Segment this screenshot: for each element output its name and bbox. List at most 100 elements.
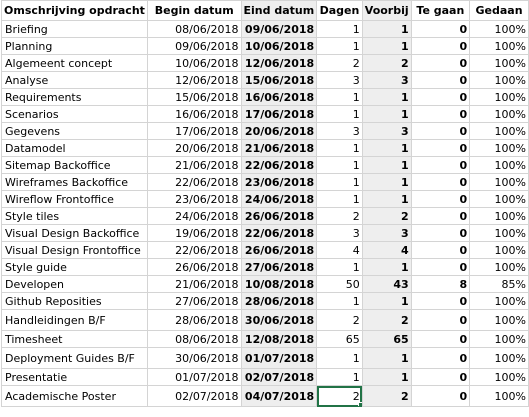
cell-to-go[interactable]: 0 [410, 37, 471, 55]
cell-begin-date[interactable]: 01/07/2018 [146, 368, 242, 386]
cell-past[interactable]: 43 [361, 275, 412, 293]
cell-end-date[interactable]: 10/06/2018 [240, 37, 318, 55]
cell-past[interactable]: 1 [361, 173, 412, 191]
column-header-past[interactable]: Voorbij [361, 0, 412, 21]
cell-to-go[interactable]: 0 [410, 88, 471, 106]
cell-begin-date[interactable]: 08/06/2018 [146, 330, 242, 348]
cell-task[interactable]: Timesheet [1, 330, 148, 348]
cell-past[interactable]: 1 [361, 292, 412, 310]
cell-end-date[interactable]: 02/07/2018 [240, 368, 318, 386]
cell-to-go[interactable]: 0 [410, 207, 471, 225]
cell-days[interactable]: 1 [316, 258, 363, 276]
cell-past[interactable]: 1 [361, 347, 412, 369]
cell-past[interactable]: 2 [361, 309, 412, 331]
column-header-end-date[interactable]: Eind datum [240, 0, 318, 21]
cell-days[interactable]: 1 [316, 139, 363, 157]
cell-days[interactable]: 1 [316, 190, 363, 208]
cell-task[interactable]: Requirements [1, 88, 148, 106]
cell-end-date[interactable]: 15/06/2018 [240, 71, 318, 89]
cell-past[interactable]: 2 [361, 385, 412, 407]
cell-done[interactable]: 100% [469, 368, 529, 386]
cell-end-date[interactable]: 26/06/2018 [240, 207, 318, 225]
cell-days[interactable]: 65 [316, 330, 363, 348]
cell-task[interactable]: Visual Design Backoffice [1, 224, 148, 242]
cell-begin-date[interactable]: 26/06/2018 [146, 258, 242, 276]
cell-begin-date[interactable]: 09/06/2018 [146, 37, 242, 55]
cell-end-date[interactable]: 30/06/2018 [240, 309, 318, 331]
column-header-days[interactable]: Dagen [316, 0, 363, 21]
cell-task[interactable]: Presentatie [1, 368, 148, 386]
cell-end-date[interactable]: 01/07/2018 [240, 347, 318, 369]
cell-end-date[interactable]: 24/06/2018 [240, 190, 318, 208]
cell-done[interactable]: 100% [469, 207, 529, 225]
cell-begin-date[interactable]: 22/06/2018 [146, 173, 242, 191]
cell-task[interactable]: Github Reposities [1, 292, 148, 310]
cell-days[interactable]: 50 [316, 275, 363, 293]
cell-task[interactable]: Sitemap Backoffice [1, 156, 148, 174]
cell-past[interactable]: 4 [361, 241, 412, 259]
cell-task[interactable]: Visual Design Frontoffice [1, 241, 148, 259]
cell-to-go[interactable]: 0 [410, 368, 471, 386]
cell-begin-date[interactable]: 23/06/2018 [146, 190, 242, 208]
cell-task[interactable]: Scenarios [1, 105, 148, 123]
cell-to-go[interactable]: 0 [410, 385, 471, 407]
cell-task[interactable]: Academische Poster [1, 385, 148, 407]
cell-past[interactable]: 3 [361, 71, 412, 89]
cell-end-date[interactable]: 23/06/2018 [240, 173, 318, 191]
cell-task[interactable]: Briefing [1, 20, 148, 38]
cell-begin-date[interactable]: 19/06/2018 [146, 224, 242, 242]
cell-done[interactable]: 100% [469, 139, 529, 157]
cell-done[interactable]: 100% [469, 37, 529, 55]
cell-to-go[interactable]: 0 [410, 224, 471, 242]
cell-to-go[interactable]: 0 [410, 71, 471, 89]
cell-done[interactable]: 100% [469, 347, 529, 369]
cell-done[interactable]: 100% [469, 330, 529, 348]
cell-begin-date[interactable]: 30/06/2018 [146, 347, 242, 369]
cell-done[interactable]: 100% [469, 224, 529, 242]
cell-done[interactable]: 100% [469, 292, 529, 310]
cell-days[interactable]: 1 [316, 105, 363, 123]
cell-past[interactable]: 1 [361, 105, 412, 123]
cell-done[interactable]: 100% [469, 385, 529, 407]
column-header-task[interactable]: Omschrijving opdracht [1, 0, 148, 21]
cell-done[interactable]: 100% [469, 88, 529, 106]
cell-task[interactable]: Handleidingen B/F [1, 309, 148, 331]
cell-days[interactable]: 1 [316, 20, 363, 38]
cell-past[interactable]: 2 [361, 207, 412, 225]
cell-past[interactable]: 1 [361, 190, 412, 208]
cell-days[interactable]: 1 [316, 156, 363, 174]
cell-end-date[interactable]: 17/06/2018 [240, 105, 318, 123]
cell-begin-date[interactable]: 12/06/2018 [146, 71, 242, 89]
cell-end-date[interactable]: 28/06/2018 [240, 292, 318, 310]
cell-days[interactable]: 1 [316, 347, 363, 369]
cell-done[interactable]: 100% [469, 105, 529, 123]
cell-end-date[interactable]: 26/06/2018 [240, 241, 318, 259]
cell-past[interactable]: 1 [361, 37, 412, 55]
cell-to-go[interactable]: 0 [410, 20, 471, 38]
cell-end-date[interactable]: 20/06/2018 [240, 122, 318, 140]
cell-task[interactable]: Style guide [1, 258, 148, 276]
cell-done[interactable]: 85% [469, 275, 529, 293]
cell-past[interactable]: 1 [361, 20, 412, 38]
cell-to-go[interactable]: 8 [410, 275, 471, 293]
cell-done[interactable]: 100% [469, 156, 529, 174]
cell-days[interactable]: 2 [316, 207, 363, 225]
cell-to-go[interactable]: 0 [410, 173, 471, 191]
cell-past[interactable]: 3 [361, 224, 412, 242]
cell-to-go[interactable]: 0 [410, 156, 471, 174]
cell-begin-date[interactable]: 24/06/2018 [146, 207, 242, 225]
cell-past[interactable]: 65 [361, 330, 412, 348]
cell-end-date[interactable]: 09/06/2018 [240, 20, 318, 38]
cell-begin-date[interactable]: 27/06/2018 [146, 292, 242, 310]
cell-end-date[interactable]: 16/06/2018 [240, 88, 318, 106]
cell-done[interactable]: 100% [469, 173, 529, 191]
cell-task[interactable]: Deployment Guides B/F [1, 347, 148, 369]
cell-to-go[interactable]: 0 [410, 258, 471, 276]
cell-task[interactable]: Style tiles [1, 207, 148, 225]
cell-task[interactable]: Wireflow Frontoffice [1, 190, 148, 208]
cell-end-date[interactable]: 21/06/2018 [240, 139, 318, 157]
cell-end-date[interactable]: 04/07/2018 [240, 385, 318, 407]
cell-end-date[interactable]: 27/06/2018 [240, 258, 318, 276]
cell-past[interactable]: 2 [361, 54, 412, 72]
cell-done[interactable]: 100% [469, 54, 529, 72]
